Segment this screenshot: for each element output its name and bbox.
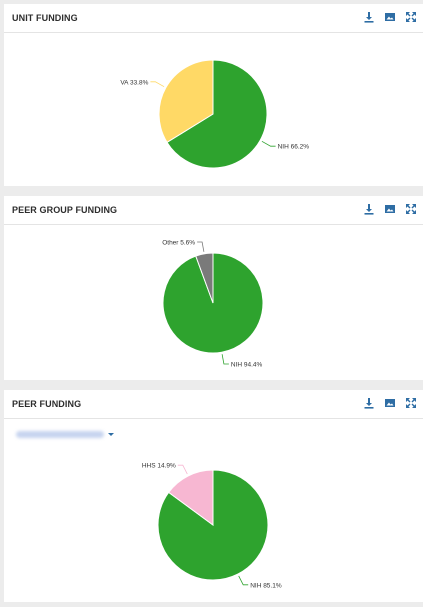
- panel-title: PEER GROUP FUNDING: [12, 205, 118, 215]
- pie-label-nih: NIH 85.1%: [250, 582, 282, 589]
- peer-select-dropdown[interactable]: [16, 428, 124, 441]
- pie-label-nih: NIH 94.4%: [231, 362, 263, 369]
- download-icon[interactable]: [363, 397, 375, 409]
- panel-header: UNIT FUNDING: [4, 4, 423, 33]
- pie-connector-other: [197, 241, 205, 252]
- pie-label-hhs: HHS 14.9%: [142, 463, 176, 470]
- peer-funding-pie-chart: NIH 85.1% HHS 14.9%: [142, 463, 282, 590]
- pie-label-nih: NIH 66.2%: [278, 144, 310, 151]
- pie-connector-nih: [261, 140, 276, 147]
- image-icon[interactable]: [384, 397, 396, 409]
- expand-icon[interactable]: [405, 397, 417, 409]
- pie-label-va: VA 33.8%: [120, 79, 148, 86]
- dropdown-selected-value: [16, 431, 104, 438]
- pie-connector-nih: [221, 354, 229, 365]
- unit-funding-pie-chart: NIH 66.2% VA 33.8%: [120, 59, 310, 169]
- expand-icon[interactable]: [405, 203, 417, 215]
- chevron-down-icon: [108, 433, 114, 436]
- pie-slice-other[interactable]: [195, 252, 214, 304]
- panel-title: UNIT FUNDING: [12, 13, 78, 23]
- peer-group-funding-panel: PEER GROUP FUNDING NIH 94.4% Other 5.6%: [4, 196, 423, 380]
- panel-toolbar: [363, 203, 417, 217]
- panel-header: PEER FUNDING: [4, 390, 423, 419]
- panel-title: PEER FUNDING: [12, 399, 82, 409]
- download-icon[interactable]: [363, 11, 375, 23]
- expand-icon[interactable]: [405, 11, 417, 23]
- pie-slice-hhs[interactable]: [168, 469, 214, 526]
- panel-toolbar: [363, 11, 417, 25]
- panel-toolbar: [363, 397, 417, 411]
- pie-label-other: Other 5.6%: [162, 240, 195, 247]
- panel-header: PEER GROUP FUNDING: [4, 196, 423, 225]
- peer-funding-panel: PEER FUNDING NIH 85.1% HHS 14.9%: [4, 390, 423, 602]
- pie-connector-nih: [238, 575, 249, 586]
- pie-connector-va: [150, 81, 165, 88]
- pie-slice-va[interactable]: [158, 59, 214, 144]
- image-icon[interactable]: [384, 203, 396, 215]
- unit-funding-panel: UNIT FUNDING NIH 66.2% VA 33.8%: [4, 4, 423, 186]
- pie-connector-hhs: [177, 464, 188, 475]
- download-icon[interactable]: [363, 203, 375, 215]
- pie-slice-nih[interactable]: [166, 59, 268, 169]
- peer-group-funding-pie-chart: NIH 94.4% Other 5.6%: [162, 240, 264, 369]
- image-icon[interactable]: [384, 11, 396, 23]
